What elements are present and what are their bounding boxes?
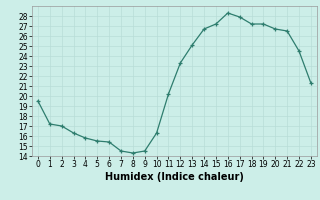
X-axis label: Humidex (Indice chaleur): Humidex (Indice chaleur) xyxy=(105,172,244,182)
